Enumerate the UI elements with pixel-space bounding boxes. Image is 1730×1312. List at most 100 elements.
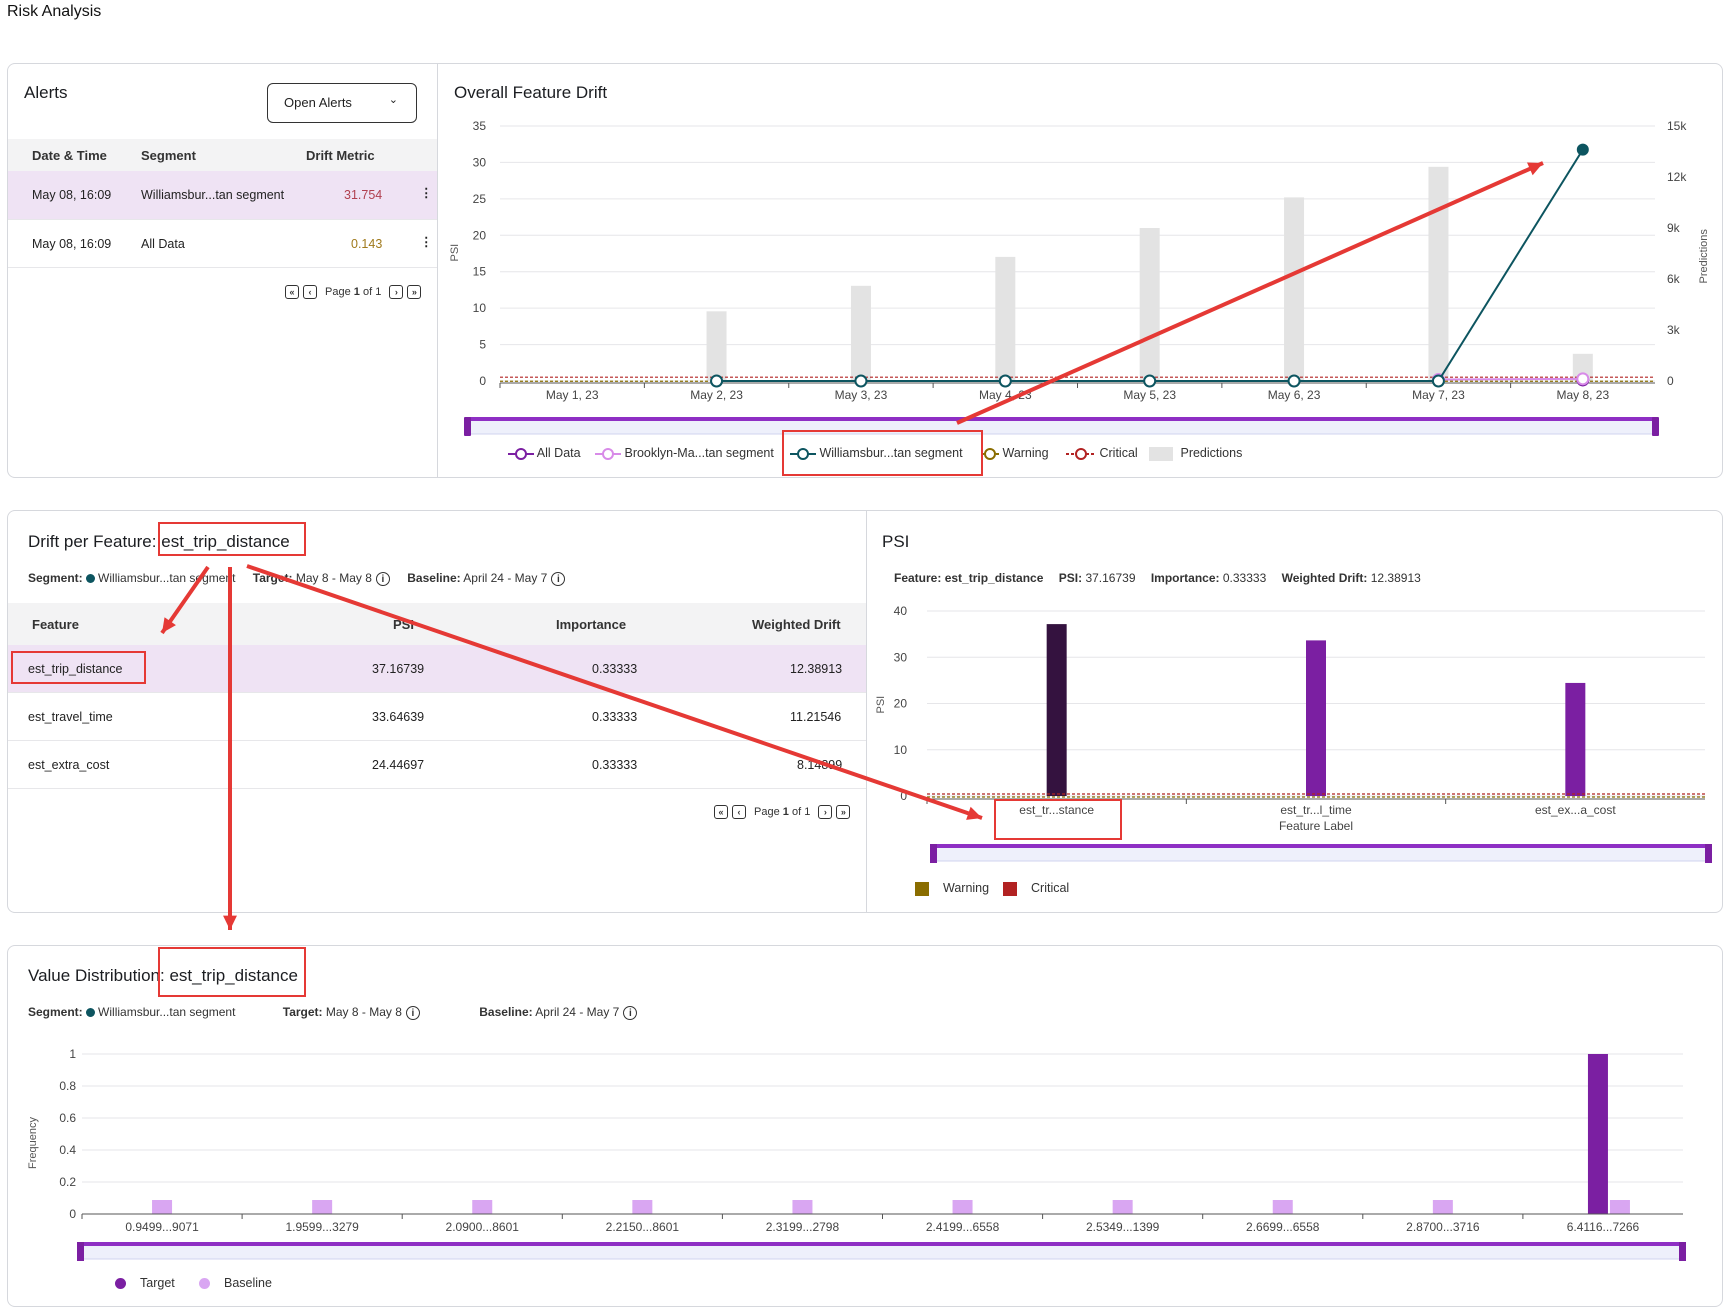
predictions-bar: [706, 311, 727, 381]
legend-label: All Data: [536, 446, 581, 460]
baseline-bar: [1609, 1200, 1630, 1214]
last-page-icon[interactable]: »: [836, 805, 851, 819]
zoom-handle-right: [1705, 844, 1712, 863]
warning-swatch-icon: [915, 881, 929, 896]
zoom-handle-left: [464, 417, 471, 436]
alerts-col-metric[interactable]: Drift Metric: [306, 148, 375, 163]
brooklyn-point: [1576, 372, 1590, 386]
alerts-col-date[interactable]: Date & Time: [32, 148, 107, 163]
target-dot-icon: [115, 1278, 126, 1290]
open-alerts-dropdown-label: Open Alerts: [284, 95, 352, 110]
legend-predictions[interactable]: Predictions: [1149, 446, 1242, 461]
x-tick-label: 6.4116...7266: [1567, 1220, 1640, 1234]
alerts-col-segment[interactable]: Segment: [141, 148, 196, 163]
segment-dot-icon: [86, 1008, 96, 1018]
feature-table-header: Feature PSI Importance Weighted Drift: [8, 603, 866, 645]
predictions-bar: [1284, 197, 1305, 381]
feature-col-weighted[interactable]: Weighted Drift: [752, 617, 841, 632]
more-options-icon[interactable]: ⋮: [420, 186, 433, 200]
info-icon[interactable]: i: [375, 571, 390, 586]
segment-label: Segment:: [28, 1005, 83, 1019]
prev-page-icon[interactable]: ‹: [732, 805, 746, 819]
legend-warning[interactable]: Warning: [981, 446, 1049, 460]
psi-panel-title: PSI: [882, 532, 910, 551]
open-alerts-dropdown[interactable]: Open Alerts ⌄: [267, 83, 417, 123]
baseline-bar: [472, 1200, 493, 1214]
feature-col-feature[interactable]: Feature: [32, 617, 79, 632]
alert-row[interactable]: May 08, 16:09 All Data 0.143 ⋮: [8, 220, 437, 268]
value-dist-feature: est_trip_distance: [169, 966, 298, 985]
legend-label: Williamsbur...tan segment: [819, 446, 963, 460]
predictions-bar: [1572, 353, 1593, 381]
y-tick-label: 30: [894, 650, 908, 664]
info-icon[interactable]: i: [551, 571, 566, 586]
drift-per-feature-prefix: Drift per Feature:: [28, 532, 157, 551]
info-icon[interactable]: i: [623, 1005, 638, 1020]
next-page-icon[interactable]: ›: [818, 805, 833, 819]
y-tick-label: 30: [473, 155, 487, 169]
y2-tick-label: 3k: [1667, 323, 1681, 337]
feature-importance: 0.33333: [592, 710, 638, 724]
y2-tick-label: 9k: [1667, 221, 1681, 235]
feature-row[interactable]: est_trip_distance 37.16739 0.33333 12.38…: [8, 645, 866, 693]
feature-weighted: 11.21546: [790, 710, 842, 724]
legend-label: Warning: [943, 881, 990, 895]
y-tick-label: 10: [473, 301, 487, 315]
last-page-icon[interactable]: »: [407, 285, 422, 299]
feature-importance: 0.33333: [592, 758, 638, 772]
legend-target[interactable]: Target: [115, 1276, 175, 1290]
feature-row[interactable]: est_travel_time 33.64639 0.33333 11.2154…: [8, 693, 866, 741]
psi-bar-chart: 40 30 20 10 0 PSI est_tr...stance est_tr...l_ti…: [875, 604, 1712, 863]
y-tick-label: 15: [473, 265, 487, 279]
x-tick-label: est_ex...a_cost: [1535, 803, 1616, 817]
y-tick-label: 1: [69, 1047, 76, 1061]
y-tick-label: 0: [900, 789, 907, 803]
williamsburg-point: [1431, 374, 1445, 388]
y-tick-label: 0.8: [59, 1079, 76, 1093]
y2-tick-label: 12k: [1667, 170, 1687, 184]
psi-feature-value: est_trip_distance: [944, 571, 1044, 585]
predictions-bar: [850, 285, 871, 381]
alert-segment: Williamsbur...tan segment: [141, 188, 285, 202]
psi-value: 37.16739: [1085, 571, 1136, 585]
feature-row[interactable]: est_extra_cost 24.44697 0.33333 8.14899: [8, 741, 866, 789]
alert-row[interactable]: May 08, 16:09 Williamsbur...tan segment …: [8, 171, 437, 220]
feature-psi: 24.44697: [372, 758, 425, 772]
legend-all-data[interactable]: All Data: [508, 446, 581, 460]
feature-pager: « ‹ Page 1 of 1 › »: [714, 805, 851, 819]
y-axis-label: PSI: [875, 696, 887, 714]
y-tick-label: 25: [473, 192, 487, 206]
segment-label: Segment:: [28, 571, 83, 585]
x-tick-label: May 3, 23: [835, 388, 888, 402]
legend-brooklyn[interactable]: Brooklyn-Ma...tan segment: [595, 446, 774, 460]
legend-critical[interactable]: Critical: [1066, 446, 1138, 460]
x-tick-label: May 6, 23: [1268, 388, 1321, 402]
first-page-icon[interactable]: «: [285, 285, 299, 299]
drift-per-feature-meta: Segment: Williamsbur...tan segment Targe…: [28, 571, 566, 586]
info-icon[interactable]: i: [405, 1005, 420, 1020]
psi-weighted-value: 12.38913: [1370, 571, 1421, 585]
y2-tick-label: 6k: [1667, 272, 1681, 286]
williamsburg-point: [854, 374, 868, 388]
more-options-icon[interactable]: ⋮: [420, 235, 433, 249]
psi-bar: [1565, 682, 1586, 796]
legend-williamsburg[interactable]: Williamsbur...tan segment: [790, 446, 963, 460]
prev-page-icon[interactable]: ‹: [303, 285, 317, 299]
first-page-icon[interactable]: «: [714, 805, 728, 819]
page-title: Risk Analysis: [7, 3, 102, 20]
legend-critical[interactable]: Critical: [1003, 881, 1069, 896]
middle-card-divider: [866, 511, 867, 912]
next-page-icon[interactable]: ›: [389, 285, 404, 299]
zoom-handle-left: [930, 844, 937, 863]
legend-baseline[interactable]: Baseline: [199, 1276, 272, 1290]
pager-current: 1: [782, 806, 789, 818]
target-value: May 8 - May 8: [295, 571, 372, 585]
feature-name: est_trip_distance: [28, 662, 123, 676]
y-axis-label: PSI: [449, 244, 461, 262]
y-tick-label: 0: [479, 374, 486, 388]
legend-warning[interactable]: Warning: [915, 881, 989, 896]
legend-label: Baseline: [224, 1276, 272, 1290]
annotation-box-row-feature: [11, 651, 146, 684]
annotation-box-vd-feature: [158, 947, 306, 997]
feature-col-importance[interactable]: Importance: [556, 617, 627, 632]
